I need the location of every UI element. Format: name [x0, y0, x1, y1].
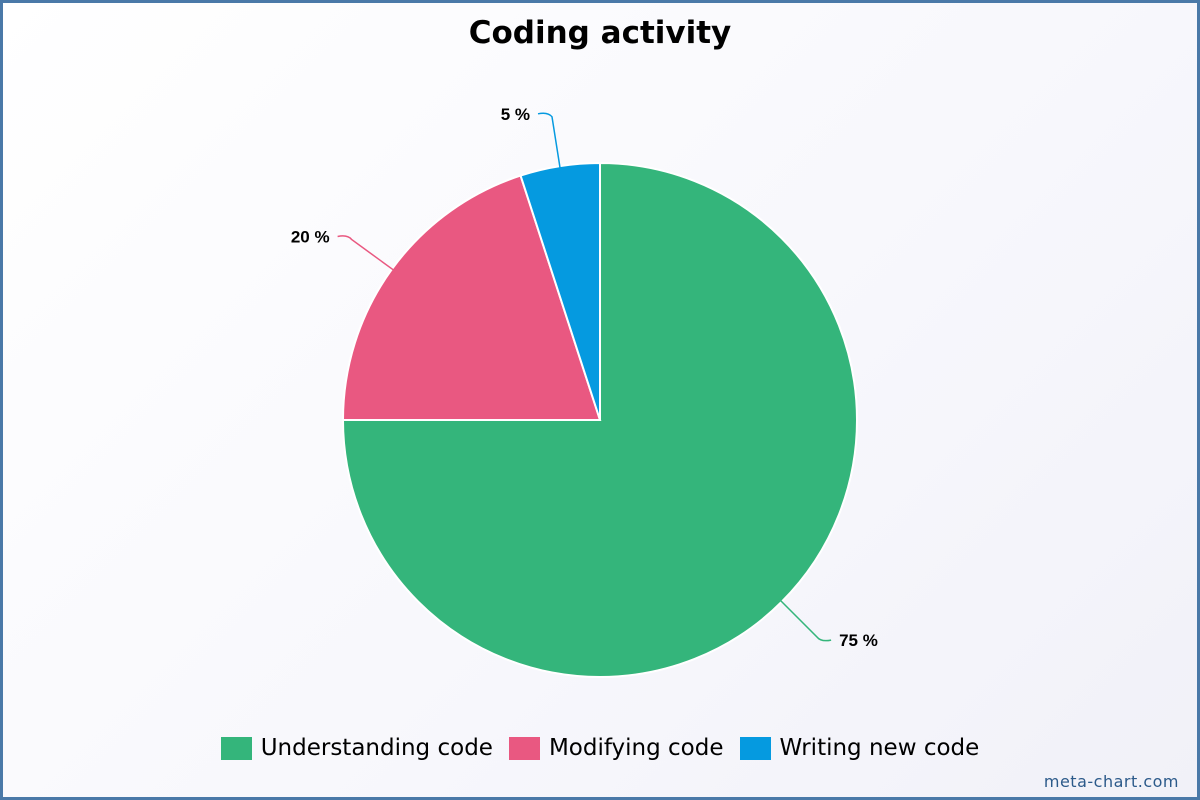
leader-line-modifying-code: [337, 235, 396, 272]
legend-swatch-understanding-code: [220, 736, 252, 760]
legend-item-modifying-code[interactable]: Modifying code: [508, 735, 724, 761]
chart-title: Coding activity: [468, 15, 732, 51]
data-label-writing-new-code: 5 %: [501, 105, 530, 124]
legend-swatch-writing-new-code: [739, 736, 771, 760]
legend-label: Understanding code: [260, 735, 493, 761]
leader-line-writing-new-code: [537, 112, 562, 171]
leader-line-understanding-code: [778, 598, 832, 642]
legend-item-writing-new-code[interactable]: Writing new code: [739, 735, 980, 761]
watermark: meta-chart.com: [1043, 772, 1179, 791]
legend-swatch-modifying-code: [508, 736, 540, 760]
legend-label: Modifying code: [548, 735, 724, 761]
chart-legend: Understanding code Modifying code Writin…: [3, 735, 1197, 761]
legend-label: Writing new code: [779, 735, 980, 761]
legend-item-understanding-code[interactable]: Understanding code: [220, 735, 493, 761]
pie-chart: 75 % 20 % 5 %: [291, 105, 878, 678]
data-label-modifying-code: 20 %: [291, 228, 330, 247]
data-label-understanding-code: 75 %: [839, 631, 878, 650]
